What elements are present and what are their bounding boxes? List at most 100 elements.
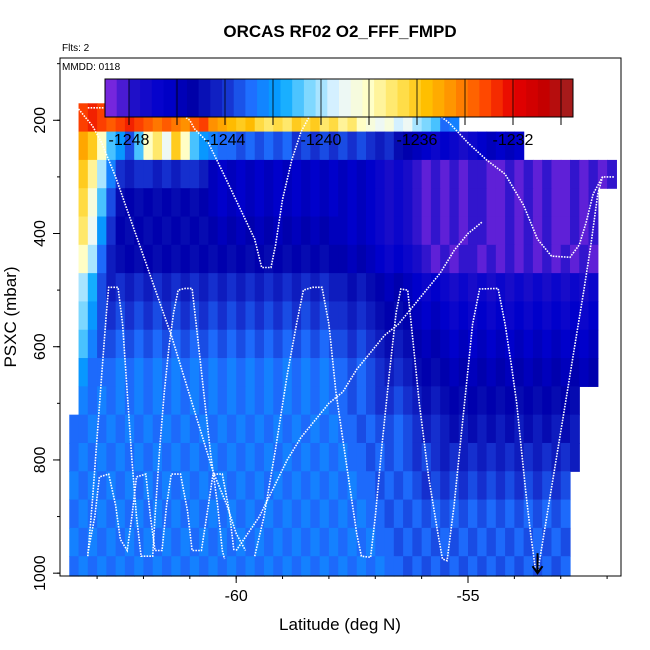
heatmap-cell [430, 329, 441, 359]
heatmap-cell [421, 329, 432, 359]
heatmap-cell [273, 386, 284, 416]
heatmap-cell [106, 499, 117, 529]
heatmap-cell [560, 216, 571, 246]
heatmap-cell [570, 216, 580, 246]
colorbar-tick-label: -1236 [397, 132, 438, 149]
heatmap-cell [152, 386, 163, 416]
heatmap-cell [106, 527, 117, 557]
colorbar-swatch [537, 79, 551, 117]
heatmap-cell [310, 329, 321, 359]
heatmap-cell [505, 527, 515, 557]
heatmap-cell [134, 273, 145, 303]
heatmap-cell [78, 301, 89, 331]
heatmap-cell [514, 329, 525, 359]
heatmap-cell [236, 188, 247, 218]
heatmap-cell [570, 329, 580, 359]
heatmap-cell [87, 131, 98, 161]
heatmap-cell [403, 556, 413, 577]
heatmap-cell [393, 442, 404, 472]
heatmap-cell [532, 442, 543, 472]
heatmap-cell [282, 273, 293, 303]
heatmap-cell [291, 414, 302, 444]
heatmap-cell [199, 527, 209, 557]
heatmap-cell [171, 358, 182, 387]
heatmap-cell [282, 329, 293, 359]
heatmap-cell [421, 159, 432, 189]
heatmap-cell [254, 329, 265, 359]
colorbar-tick-label: -1232 [493, 132, 534, 149]
heatmap-cell [180, 273, 191, 303]
heatmap-cell [217, 159, 228, 189]
heatmap-cell [171, 244, 182, 274]
heatmap-cell [560, 244, 571, 274]
heatmap-cell [226, 556, 237, 577]
heatmap-cell [514, 216, 525, 246]
heatmap-cell [486, 386, 497, 416]
heatmap-cell [607, 159, 617, 189]
heatmap-cell [143, 329, 154, 359]
heatmap-cell [180, 131, 191, 161]
heatmap-cell [403, 273, 413, 303]
heatmap-cell [514, 414, 525, 444]
heatmap-cell [69, 499, 80, 529]
heatmap-cell [254, 216, 265, 246]
heatmap-cell [384, 273, 395, 303]
heatmap-cell [301, 188, 311, 218]
heatmap-cell [301, 527, 311, 557]
heatmap-cell [171, 159, 182, 189]
heatmap-cell [87, 414, 98, 444]
heatmap-cell [486, 273, 497, 303]
heatmap-cell [87, 216, 98, 246]
heatmap-cell [366, 471, 376, 501]
heatmap-cell [180, 188, 191, 218]
heatmap-cell [523, 527, 534, 557]
colorbar-swatch [491, 79, 504, 117]
heatmap-cell [199, 499, 209, 529]
heatmap-cell [301, 442, 311, 472]
heatmap-cell [375, 188, 386, 218]
heatmap-cell [338, 414, 349, 444]
heatmap-cell [87, 188, 98, 218]
heatmap-cell [291, 471, 302, 501]
heatmap-cell [440, 329, 451, 359]
heatmap-cell [301, 556, 311, 577]
heatmap-cell [356, 159, 367, 189]
heatmap-cell [486, 471, 497, 501]
heatmap-cell [115, 188, 126, 218]
y-tick-label: 400 [32, 220, 49, 247]
heatmap-cell [366, 244, 376, 274]
heatmap-cell [347, 414, 358, 444]
heatmap-cell [134, 131, 145, 161]
heatmap-cell [495, 499, 506, 529]
colorbar-swatch [385, 79, 398, 117]
heatmap-cell [328, 386, 339, 416]
heatmap-cell [523, 386, 534, 416]
heatmap-cell [551, 329, 562, 359]
heatmap-cell [180, 358, 191, 387]
heatmap-cell [291, 301, 302, 331]
colorbar-swatch [257, 79, 270, 117]
heatmap-cell [403, 159, 413, 189]
heatmap-cell [245, 273, 256, 303]
heatmap-cell [542, 471, 553, 501]
heatmap-cell [115, 471, 126, 501]
heatmap-cell [477, 273, 488, 303]
heatmap-cell [189, 442, 200, 472]
heatmap-cell [310, 244, 321, 274]
heatmap-cell [171, 301, 182, 331]
heatmap-cell [162, 386, 172, 416]
heatmap-cell [449, 301, 460, 331]
heatmap-cell [124, 103, 135, 133]
heatmap-cell [375, 414, 386, 444]
heatmap-cell [477, 499, 488, 529]
chart-title: ORCAS RF02 O2_FFF_FMPD [223, 22, 456, 41]
flight-track [536, 176, 604, 574]
heatmap-cell [338, 442, 349, 472]
heatmap-cell [338, 131, 349, 161]
heatmap-cell [366, 103, 376, 133]
heatmap-cell [273, 471, 284, 501]
heatmap-cell [542, 329, 553, 359]
heatmap-cell [134, 386, 145, 416]
heatmap-cell [514, 273, 525, 303]
heatmap-cell [588, 273, 599, 303]
